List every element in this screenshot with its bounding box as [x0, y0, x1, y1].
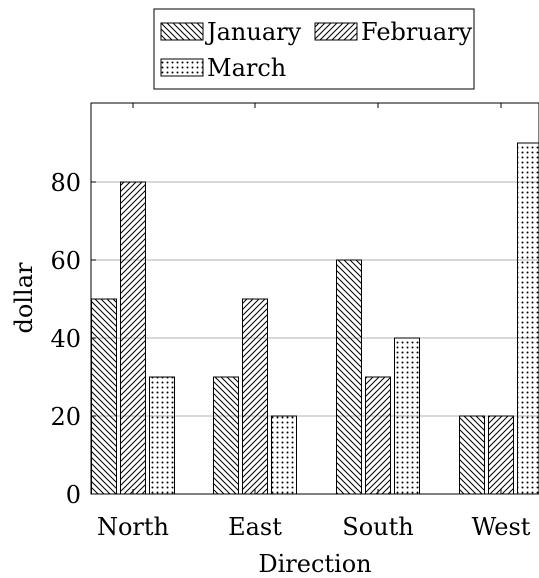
y-tick-labels: 0 20 40 60 80 [50, 169, 81, 509]
bar-february-north [120, 181, 146, 495]
x-tick-label-south: South [342, 513, 413, 541]
legend-label-february: February [361, 18, 473, 46]
x-tick-label-north: North [97, 513, 169, 541]
x-axis-label: Direction [258, 550, 371, 578]
legend-swatch-january [160, 22, 204, 41]
legend-box [153, 8, 475, 90]
y-tick-label: 20 [50, 403, 81, 431]
legend: January February March [153, 8, 475, 90]
bar-march-south [394, 337, 420, 495]
bar-march-west [517, 142, 539, 495]
bar-january-north [91, 298, 117, 495]
y-axis-label: dollar [10, 262, 38, 333]
bar-february-south [365, 376, 391, 495]
y-tick-label: 0 [66, 481, 81, 509]
legend-label-march: March [207, 54, 286, 82]
y-tick-label: 60 [50, 247, 81, 275]
bar-january-east [213, 376, 239, 495]
legend-label-january: January [204, 18, 302, 46]
y-tick-label: 40 [50, 325, 81, 353]
bar-february-east [242, 298, 268, 495]
x-tick-label-west: West [472, 513, 531, 541]
y-tick-label: 80 [50, 169, 81, 197]
plot-frame [90, 102, 539, 495]
axis-ticks [91, 103, 502, 495]
bars [91, 142, 539, 495]
legend-swatch-march [160, 58, 204, 77]
bar-february-west [488, 415, 514, 495]
x-tick-label-east: East [228, 513, 282, 541]
x-tick-labels: North East South West [97, 513, 531, 541]
bar-january-south [336, 259, 362, 495]
legend-swatch-february [314, 22, 358, 41]
bar-march-east [271, 415, 297, 495]
bar-march-north [149, 376, 175, 495]
bar-january-west [459, 415, 485, 495]
